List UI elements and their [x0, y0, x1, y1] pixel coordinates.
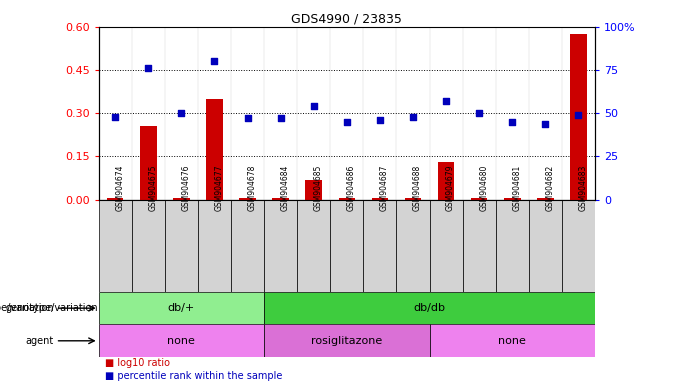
- Text: db/db: db/db: [413, 303, 445, 313]
- Bar: [496, 200, 529, 292]
- Text: GSM904680: GSM904680: [479, 164, 488, 211]
- Point: [308, 103, 319, 109]
- Bar: [462, 200, 496, 292]
- Bar: [99, 324, 264, 357]
- Text: ■ log10 ratio: ■ log10 ratio: [105, 358, 171, 368]
- Point: [143, 65, 154, 71]
- Text: GSM904688: GSM904688: [413, 164, 422, 211]
- Bar: [339, 198, 355, 200]
- Point: [474, 110, 485, 116]
- Point: [341, 119, 352, 125]
- Point: [573, 112, 584, 118]
- Point: [209, 58, 220, 65]
- Text: genotype/variation: genotype/variation: [0, 303, 54, 313]
- Bar: [330, 200, 363, 292]
- Bar: [165, 200, 198, 292]
- Point: [242, 115, 253, 121]
- Bar: [140, 126, 156, 200]
- Text: genotype/variation: genotype/variation: [5, 303, 98, 313]
- Text: ■ percentile rank within the sample: ■ percentile rank within the sample: [105, 371, 283, 381]
- Bar: [264, 200, 297, 292]
- Text: GSM904674: GSM904674: [115, 164, 124, 211]
- Bar: [239, 198, 256, 200]
- Point: [375, 117, 386, 123]
- Text: rosiglitazone: rosiglitazone: [311, 336, 382, 346]
- Text: db/+: db/+: [168, 303, 195, 313]
- Text: GSM904679: GSM904679: [446, 164, 455, 211]
- Text: GSM904677: GSM904677: [214, 164, 224, 211]
- Point: [176, 110, 187, 116]
- Bar: [504, 198, 521, 200]
- Text: agent: agent: [26, 336, 54, 346]
- Text: GSM904683: GSM904683: [579, 164, 588, 211]
- Text: GSM904686: GSM904686: [347, 164, 356, 211]
- Bar: [405, 198, 421, 200]
- Bar: [264, 324, 430, 357]
- Bar: [297, 200, 330, 292]
- Text: GSM904681: GSM904681: [512, 164, 522, 211]
- Point: [540, 121, 551, 127]
- Bar: [264, 292, 595, 324]
- Bar: [430, 324, 595, 357]
- Bar: [198, 200, 231, 292]
- Bar: [430, 200, 462, 292]
- Bar: [206, 99, 222, 200]
- Text: GSM904676: GSM904676: [182, 164, 190, 211]
- Bar: [537, 198, 554, 200]
- Bar: [99, 292, 264, 324]
- Bar: [438, 162, 454, 200]
- Point: [507, 119, 517, 125]
- Bar: [132, 200, 165, 292]
- Title: GDS4990 / 23835: GDS4990 / 23835: [291, 13, 403, 26]
- Text: none: none: [167, 336, 195, 346]
- Text: none: none: [498, 336, 526, 346]
- Bar: [99, 200, 132, 292]
- Text: GSM904682: GSM904682: [545, 164, 554, 211]
- Bar: [272, 198, 289, 200]
- Bar: [529, 200, 562, 292]
- Bar: [305, 180, 322, 200]
- Bar: [396, 200, 430, 292]
- Bar: [471, 198, 488, 200]
- Point: [407, 114, 418, 120]
- Bar: [173, 198, 190, 200]
- Text: GSM904678: GSM904678: [248, 164, 256, 211]
- Bar: [231, 200, 264, 292]
- Bar: [571, 34, 587, 200]
- Bar: [363, 200, 396, 292]
- Point: [275, 115, 286, 121]
- Bar: [371, 198, 388, 200]
- Text: GSM904684: GSM904684: [281, 164, 290, 211]
- Text: GSM904685: GSM904685: [313, 164, 323, 211]
- Point: [441, 98, 452, 104]
- Point: [109, 114, 120, 120]
- Bar: [562, 200, 595, 292]
- Text: GSM904675: GSM904675: [148, 164, 157, 211]
- Bar: [107, 198, 124, 200]
- Text: GSM904687: GSM904687: [380, 164, 389, 211]
